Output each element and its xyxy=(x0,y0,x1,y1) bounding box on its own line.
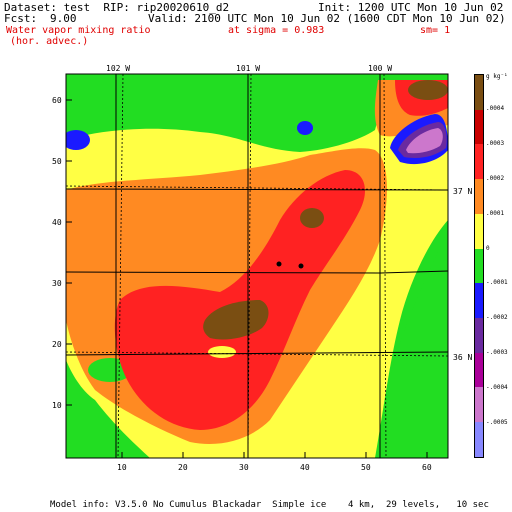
model-info: Model info: V3.5.0 No Cumulus Blackadar … xyxy=(50,500,489,510)
x-tick-label: 40 xyxy=(300,463,310,472)
yellow-small-region xyxy=(208,346,236,358)
legend-swatch xyxy=(475,179,483,214)
field-name: Water vapor mixing ratio xyxy=(6,25,151,36)
legend-label: .0001 xyxy=(486,209,505,217)
boundary-line xyxy=(379,270,448,274)
legend-label: -.0004 xyxy=(486,384,508,392)
brown-central-region xyxy=(203,300,269,340)
boundary-line xyxy=(66,188,448,191)
latlon-grid xyxy=(66,74,448,458)
axis-ticks xyxy=(66,99,428,458)
contour-fill xyxy=(66,74,448,458)
legend-swatch xyxy=(475,213,483,249)
x-tick-label: 50 xyxy=(361,463,371,472)
legend-label: .0004 xyxy=(486,104,505,112)
boundary-lines xyxy=(66,74,448,458)
legend-swatch xyxy=(475,248,483,284)
lon-label-102w: 102 W xyxy=(106,64,131,73)
x-tick-label: 10 xyxy=(117,463,127,472)
boundary-line xyxy=(66,351,448,356)
legend-label: -.0001 xyxy=(486,279,508,287)
y-tick-label: 10 xyxy=(52,401,62,410)
lon-label-100w: 100 W xyxy=(368,64,393,73)
valid-time: Valid: 2100 UTC Mon 10 Jun 02 (1600 CDT … xyxy=(148,12,506,25)
field-subname: (hor. advec.) xyxy=(10,36,89,47)
longitude-line xyxy=(247,74,252,458)
y-tick-label: 60 xyxy=(52,96,62,105)
x-tick-label: 60 xyxy=(422,463,432,472)
legend-label: -.0005 xyxy=(486,419,508,427)
y-tick-label: 50 xyxy=(52,157,62,166)
legend-swatch xyxy=(475,352,483,388)
y-tick-label: 40 xyxy=(52,218,62,227)
boundary-line xyxy=(66,271,381,274)
x-tick-label: 20 xyxy=(178,463,188,472)
legend-swatch xyxy=(475,283,483,319)
pink-upper-right-region xyxy=(406,128,443,154)
forecast-label: Fcst: xyxy=(4,12,38,25)
legend-swatch xyxy=(475,75,483,110)
station-marker xyxy=(276,261,282,267)
legend-labels: .0004 .0003 .0002 .0001 0 -.0001 -.0002 -.0003 -… xyxy=(486,74,512,458)
legend-label: -.0002 xyxy=(486,314,508,322)
legend-swatch xyxy=(475,109,483,145)
dataset-label: Dataset: test RIP: rip20020610_d2 xyxy=(4,1,230,14)
y-tick-label: 30 xyxy=(52,279,62,288)
station-marker xyxy=(298,263,304,269)
red-field-region xyxy=(114,170,365,430)
longitude-line xyxy=(117,74,124,458)
legend-label: -.0003 xyxy=(486,349,508,357)
legend-label: .0003 xyxy=(486,139,505,147)
init-time: Init: 1200 UTC Mon 10 Jun 02 xyxy=(318,1,504,14)
legend-unit: g kg⁻¹ xyxy=(486,73,508,80)
brown-top-right-region xyxy=(408,80,448,100)
legend-color-bar xyxy=(474,74,484,458)
legend-label: .0002 xyxy=(486,174,505,182)
longitude-line xyxy=(383,74,387,458)
legend-swatch xyxy=(475,318,483,353)
smoothing-label: sm= 1 xyxy=(420,25,451,36)
legend-label: 0 xyxy=(486,244,490,252)
legend-swatch xyxy=(475,144,483,180)
forecast-hour: 9.00 xyxy=(50,12,77,25)
map-frame xyxy=(65,73,449,459)
legend-swatch xyxy=(475,387,483,423)
sigma-level: at sigma = 0.983 xyxy=(228,25,325,36)
green-lower-right-region xyxy=(380,230,448,458)
blue-left-region xyxy=(66,130,90,150)
lat-label-36n: 36 N xyxy=(453,353,473,362)
y-tick-label: 20 xyxy=(52,340,62,349)
lat-label-37n: 37 N xyxy=(453,187,473,196)
legend-swatch xyxy=(475,422,483,457)
x-tick-label: 30 xyxy=(239,463,249,472)
brown-northern-region xyxy=(300,208,324,228)
blue-mid-region xyxy=(297,121,313,135)
lon-label-101w: 101 W xyxy=(236,64,261,73)
